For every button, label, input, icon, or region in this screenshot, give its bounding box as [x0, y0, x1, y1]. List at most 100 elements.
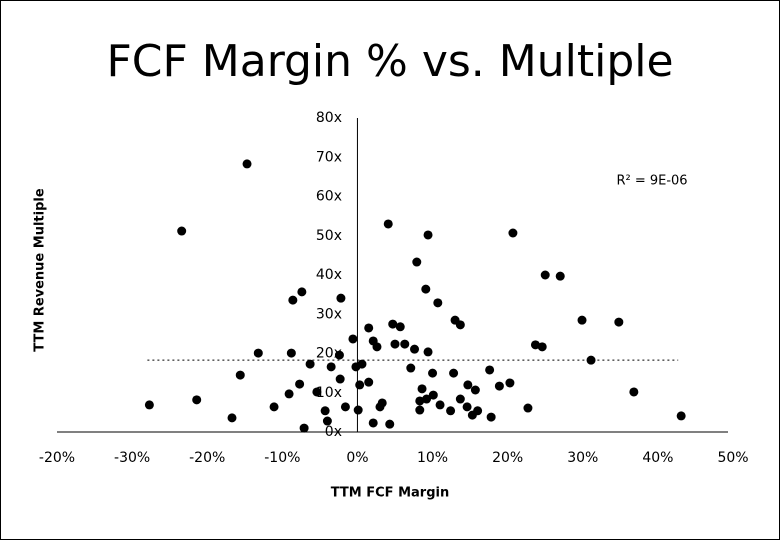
point — [297, 287, 307, 297]
y-tick-label: 70x — [316, 149, 342, 165]
y-tick-label: 60x — [316, 189, 342, 205]
point — [614, 317, 624, 327]
x-tick-label: -20% — [39, 450, 75, 466]
point — [435, 400, 445, 410]
point — [470, 385, 480, 395]
point — [335, 374, 345, 384]
point — [540, 270, 550, 280]
point — [523, 403, 533, 413]
x-tick-label: 10% — [417, 450, 448, 466]
point — [586, 355, 596, 365]
point — [364, 377, 374, 387]
point — [423, 230, 433, 240]
point — [415, 396, 425, 406]
point — [322, 416, 332, 426]
point — [357, 359, 367, 369]
point — [288, 295, 298, 305]
x-axis-title: TTM FCF Margin — [331, 486, 449, 501]
x-tick-label: 40% — [642, 450, 673, 466]
point — [372, 342, 382, 352]
point — [486, 412, 496, 422]
x-tick-label: 30% — [567, 450, 598, 466]
x-tick-label: -30% — [114, 450, 150, 466]
point — [377, 398, 387, 408]
point — [336, 293, 346, 303]
point — [364, 323, 374, 333]
point — [449, 368, 459, 378]
point — [537, 342, 547, 352]
point — [269, 402, 279, 412]
point — [295, 379, 305, 389]
point — [326, 362, 336, 372]
point — [473, 406, 483, 416]
point — [177, 226, 187, 236]
x-tick-label: -20% — [189, 450, 225, 466]
point — [385, 419, 395, 429]
point — [455, 320, 465, 330]
point — [299, 423, 309, 433]
y-tick-label: 30x — [316, 306, 342, 322]
point — [284, 389, 294, 399]
point — [334, 350, 344, 360]
y-tick-label: 10x — [316, 385, 342, 401]
point — [462, 402, 472, 412]
x-tick-label: 0% — [346, 450, 368, 466]
point — [312, 387, 322, 397]
chart-title: FCF Margin % vs. Multiple — [106, 36, 673, 87]
point — [340, 402, 350, 412]
point — [227, 413, 237, 423]
point — [383, 219, 393, 229]
point — [286, 348, 296, 358]
point — [423, 347, 433, 357]
point — [395, 322, 405, 332]
point — [508, 228, 518, 238]
point — [463, 380, 473, 390]
point — [355, 380, 365, 390]
point — [421, 284, 431, 294]
point — [676, 411, 686, 421]
point — [388, 319, 398, 329]
point — [410, 344, 420, 354]
point — [505, 378, 515, 388]
point — [415, 405, 425, 415]
point — [629, 387, 639, 397]
y-tick-label: 40x — [316, 267, 342, 283]
point — [368, 418, 378, 428]
point — [192, 395, 202, 405]
r-squared-label: R² = 9E-06 — [616, 174, 687, 189]
point — [412, 257, 422, 267]
point — [555, 271, 565, 281]
point — [320, 406, 330, 416]
point — [433, 298, 443, 308]
point — [446, 406, 456, 416]
point — [253, 348, 263, 358]
point — [494, 381, 504, 391]
point — [485, 365, 495, 375]
point — [577, 315, 587, 325]
point — [406, 363, 416, 373]
y-tick-label: 0x — [325, 424, 342, 440]
point — [428, 390, 438, 400]
x-tick-label: 50% — [717, 450, 748, 466]
point — [353, 405, 363, 415]
point — [390, 339, 400, 349]
point — [428, 368, 438, 378]
y-axis-title: TTM Revenue Multiple — [33, 188, 48, 352]
point — [144, 400, 154, 410]
y-tick-label: 20x — [316, 346, 342, 362]
y-tick-label: 80x — [316, 110, 342, 126]
point — [242, 159, 252, 169]
point — [348, 334, 358, 344]
y-tick-label: 50x — [316, 228, 342, 244]
point — [417, 384, 427, 394]
point — [422, 394, 432, 404]
point — [235, 370, 245, 380]
x-tick-label: 20% — [492, 450, 523, 466]
point — [455, 394, 465, 404]
point — [305, 359, 315, 369]
x-tick-label: -10% — [264, 450, 300, 466]
point — [400, 339, 410, 349]
